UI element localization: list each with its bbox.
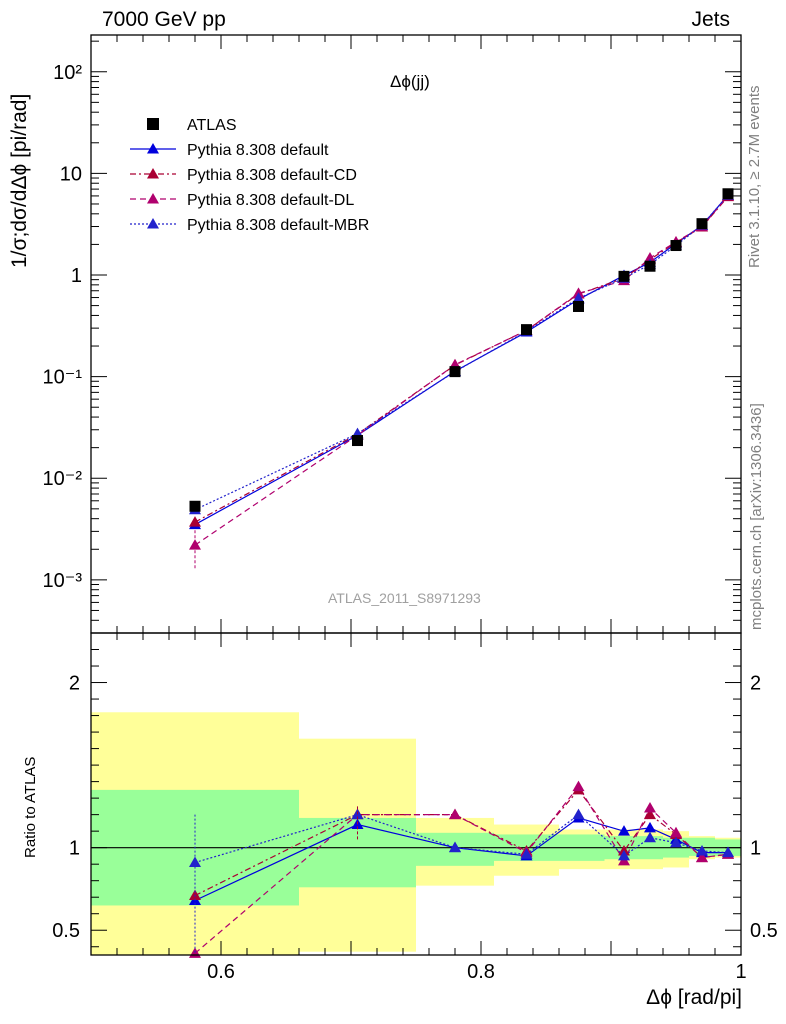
main-series-markers — [189, 189, 734, 569]
main-ytick-label: 10⁻¹ — [43, 367, 83, 389]
legend-swatch-atlas — [147, 118, 159, 130]
ratio-marker-s3-6 — [644, 831, 656, 843]
ratio-marker-s3-8 — [696, 844, 708, 856]
y-axis-label-main: 1/σ;dσ/dΔϕ [pi/rad] — [8, 93, 31, 268]
atlas-point-4 — [573, 300, 584, 312]
main-ytick-label: 1 — [71, 265, 82, 287]
ratio-marker-s2-6 — [644, 802, 656, 813]
ratio-marker-s2-2 — [449, 808, 461, 820]
atlas-point-6 — [644, 260, 656, 272]
y-axis-label-ratio: Ratio to ATLAS — [22, 756, 39, 858]
band-inner-1 — [299, 817, 416, 888]
ratio-marker-s2-7 — [670, 826, 682, 838]
main-marker-s1-0 — [189, 516, 201, 527]
main-marker-s3-4 — [572, 292, 585, 303]
ratio-ytick-label-right: 0.5 — [750, 920, 778, 942]
main-ytick-label: 10⁻² — [43, 468, 83, 490]
ratio-line-series-3 — [194, 813, 729, 864]
ratio-marker-s3-9 — [722, 846, 734, 858]
ratio-ytick-label: 0.5 — [52, 920, 80, 942]
legend-label-atlas: ATLAS — [187, 117, 237, 134]
ratio-marker-s3-4 — [572, 808, 585, 820]
main-line-series-0 — [194, 194, 729, 526]
atlas-point-3 — [521, 324, 532, 336]
main-marker-s2-0 — [189, 539, 201, 550]
atlas-data-points — [189, 188, 734, 512]
main-ytick-label: 10⁻³ — [43, 570, 83, 592]
header-right: Jets — [691, 8, 730, 31]
main-series-lines — [194, 194, 729, 546]
ratio-series-markers — [189, 780, 734, 958]
ratio-ytick-label-right: 1 — [750, 838, 761, 860]
atlas-point-0 — [189, 500, 201, 512]
ratio-marker-s2-8 — [696, 851, 708, 863]
legend-marker-2 — [147, 193, 159, 204]
main-marker-s2-6 — [644, 251, 656, 263]
xtick-label: 0.8 — [467, 961, 495, 983]
main-line-series-3 — [194, 194, 729, 511]
atlas-point-9 — [722, 188, 734, 200]
rivet-version-label: Rivet 3.1.10, ≥ 2.7M events — [746, 85, 763, 269]
xtick-label: 1 — [735, 961, 746, 983]
ratio-ytick-label: 2 — [69, 673, 80, 695]
x-axis-label: Δϕ [rad/pi] — [646, 986, 742, 1009]
legend-label-3: Pythia 8.308 default-MBR — [187, 217, 369, 234]
ratio-series-lines — [194, 785, 729, 954]
main-line-series-2 — [194, 195, 729, 546]
xtick-label: 0.6 — [207, 961, 235, 983]
ratio-marker-s3-3 — [520, 848, 533, 859]
main-ytick-label: 10 — [60, 163, 82, 185]
atlas-point-5 — [618, 270, 630, 282]
header-left: 7000 GeV pp — [102, 8, 226, 31]
ratio-marker-s3-0 — [189, 856, 201, 868]
ratio-line-series-1 — [194, 788, 729, 897]
main-line-series-1 — [194, 196, 729, 523]
ratio-marker-s1-6 — [644, 808, 656, 820]
legend-label-2: Pythia 8.308 default-DL — [187, 192, 354, 209]
watermark: ATLAS_2011_S8971293 — [328, 590, 481, 606]
atlas-point-8 — [696, 218, 708, 230]
plot-title: Δϕ(jj) — [390, 72, 430, 91]
legend-marker-1 — [147, 168, 159, 179]
ratio-frame — [90, 632, 742, 956]
ratio-uncertainty-bands — [91, 712, 741, 955]
atlas-point-2 — [449, 366, 461, 378]
legend: ATLAS Pythia 8.308 default Pythia 8.308 de… — [130, 117, 369, 234]
ratio-marker-s3-7 — [670, 836, 682, 848]
atlas-point-1 — [352, 435, 363, 447]
ratio-marker-s2-4 — [572, 780, 585, 792]
atlas-point-7 — [670, 240, 682, 252]
axes-frames — [90, 34, 742, 956]
ratio-marker-s3-5 — [618, 849, 630, 861]
legend-label-0: Pythia 8.308 default — [187, 142, 329, 159]
ratio-marker-s0-6 — [644, 821, 656, 833]
ratio-ytick-label-right: 2 — [750, 673, 761, 695]
main-ytick-label: 10² — [53, 62, 82, 84]
legend-marker-0 — [147, 143, 159, 154]
ratio-line-series-2 — [194, 785, 729, 954]
ratio-ytick-label: 1 — [69, 838, 80, 860]
legend-label-1: Pythia 8.308 default-CD — [187, 167, 357, 184]
legend-marker-3 — [147, 218, 159, 229]
ratio-marker-s3-2 — [449, 841, 461, 853]
ratio-marker-s0-5 — [618, 825, 630, 836]
mcplots-label: mcplots.cern.ch [arXiv:1306.3436] — [748, 403, 765, 630]
